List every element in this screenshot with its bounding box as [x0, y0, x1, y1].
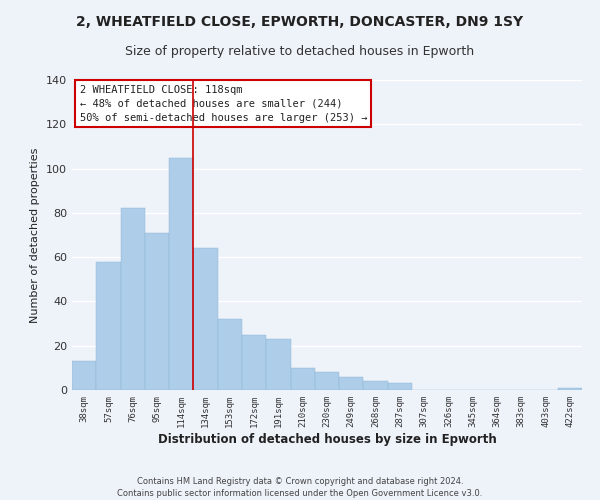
- Y-axis label: Number of detached properties: Number of detached properties: [31, 148, 40, 322]
- Bar: [364, 381, 388, 390]
- Text: Contains HM Land Registry data © Crown copyright and database right 2024.
Contai: Contains HM Land Registry data © Crown c…: [118, 476, 482, 498]
- Bar: [558, 388, 582, 390]
- Bar: [266, 339, 290, 390]
- Text: 2 WHEATFIELD CLOSE: 118sqm
← 48% of detached houses are smaller (244)
50% of sem: 2 WHEATFIELD CLOSE: 118sqm ← 48% of deta…: [80, 84, 367, 122]
- Bar: [242, 334, 266, 390]
- Bar: [315, 372, 339, 390]
- Bar: [96, 262, 121, 390]
- Text: 2, WHEATFIELD CLOSE, EPWORTH, DONCASTER, DN9 1SY: 2, WHEATFIELD CLOSE, EPWORTH, DONCASTER,…: [76, 15, 524, 29]
- Bar: [193, 248, 218, 390]
- Bar: [169, 158, 193, 390]
- Bar: [72, 361, 96, 390]
- Bar: [145, 233, 169, 390]
- X-axis label: Distribution of detached houses by size in Epworth: Distribution of detached houses by size …: [158, 432, 496, 446]
- Text: Size of property relative to detached houses in Epworth: Size of property relative to detached ho…: [125, 45, 475, 58]
- Bar: [121, 208, 145, 390]
- Bar: [218, 319, 242, 390]
- Bar: [290, 368, 315, 390]
- Bar: [388, 384, 412, 390]
- Bar: [339, 376, 364, 390]
